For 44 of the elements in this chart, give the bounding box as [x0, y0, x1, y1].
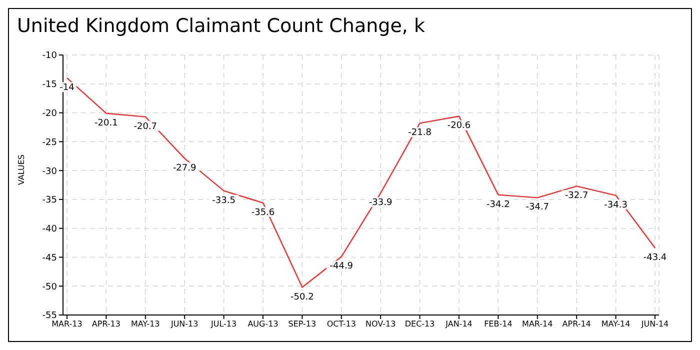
x-tick-label: MAR-14 — [522, 320, 553, 329]
data-label: -21.8 — [408, 128, 432, 138]
y-tick-label: -35 — [42, 196, 57, 206]
data-label: -35.6 — [251, 208, 275, 218]
data-label: -33.5 — [212, 196, 236, 206]
data-label: -20.7 — [134, 122, 158, 132]
y-tick-label: -30 — [42, 166, 58, 177]
x-tick-label: MAY-13 — [131, 320, 160, 329]
y-tick-label: -25 — [42, 138, 57, 148]
chart-title: United Kingdom Claimant Count Change, k — [16, 14, 426, 39]
x-tick-label: APR-13 — [92, 320, 121, 329]
y-axis-title: VALUES — [16, 154, 26, 185]
x-tick-label: AUG-13 — [248, 320, 278, 329]
data-label: -14 — [60, 83, 75, 94]
x-tick-label: JAN-14 — [444, 320, 472, 329]
y-tick-label: -55 — [42, 311, 57, 322]
x-tick-label: NOV-13 — [365, 320, 396, 329]
data-label: -20.6 — [447, 121, 471, 132]
x-tick-label: DEC-13 — [404, 320, 435, 329]
x-tick-label: APR-14 — [562, 320, 591, 329]
data-label: -34.2 — [486, 200, 510, 210]
data-label: -34.7 — [526, 202, 550, 213]
x-tick-label: JUN-13 — [170, 320, 198, 329]
x-tick-label: FEB-14 — [484, 320, 512, 329]
x-tick-label: SEP-13 — [288, 320, 316, 329]
x-tick-label: JUN-14 — [640, 320, 669, 329]
data-label: -44.9 — [330, 262, 354, 272]
y-tick-label: -10 — [42, 51, 58, 62]
data-label: -43.4 — [643, 252, 667, 263]
data-label: -34.3 — [604, 200, 628, 210]
y-tick-label: -15 — [42, 80, 57, 90]
data-label: -33.9 — [368, 198, 393, 208]
y-tick-label: -40 — [42, 224, 58, 235]
x-tick-label: OCT-13 — [326, 320, 356, 329]
data-label: -32.7 — [564, 191, 588, 202]
x-tick-label: MAR-13 — [52, 320, 82, 329]
data-label: -20.1 — [94, 118, 118, 128]
y-tick-label: -45 — [42, 253, 57, 264]
data-label: -27.9 — [172, 163, 197, 174]
y-tick-label: -20 — [42, 108, 58, 119]
x-tick-label: MAY-14 — [601, 320, 630, 329]
y-tick-label: -50 — [42, 282, 58, 292]
x-tick-label: JUL-13 — [210, 320, 237, 329]
data-label: -50.2 — [290, 292, 314, 302]
